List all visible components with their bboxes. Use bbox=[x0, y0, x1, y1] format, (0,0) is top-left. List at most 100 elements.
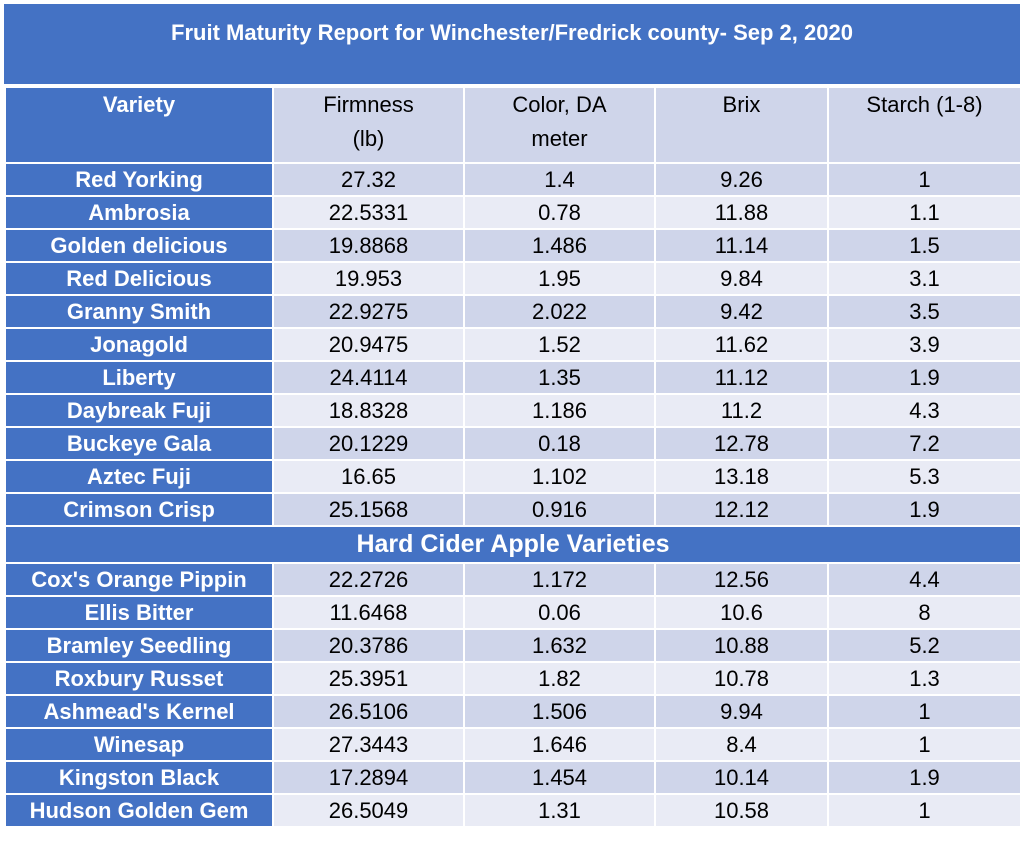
brix-value: 11.12 bbox=[654, 360, 829, 395]
starch-value: 1 bbox=[827, 793, 1022, 828]
variety-name: Kingston Black bbox=[4, 760, 274, 795]
starch-value: 5.3 bbox=[827, 459, 1022, 494]
table-row: Roxbury Russet 25.3951 1.82 10.78 1.3 bbox=[4, 661, 1022, 696]
starch-value: 4.4 bbox=[827, 562, 1022, 597]
firmness-value: 25.1568 bbox=[272, 492, 465, 527]
brix-value: 9.94 bbox=[654, 694, 829, 729]
section-row: Hard Cider Apple Varieties bbox=[4, 525, 1022, 564]
color-value: 1.35 bbox=[463, 360, 656, 395]
table-row: Red Yorking 27.32 1.4 9.26 1 bbox=[4, 162, 1022, 197]
variety-name: Crimson Crisp bbox=[4, 492, 274, 527]
color-value: 0.78 bbox=[463, 195, 656, 230]
brix-value: 12.12 bbox=[654, 492, 829, 527]
cider-section-title: Hard Cider Apple Varieties bbox=[4, 525, 1022, 564]
brix-value: 12.56 bbox=[654, 562, 829, 597]
brix-value: 10.78 bbox=[654, 661, 829, 696]
brix-value: 9.42 bbox=[654, 294, 829, 329]
variety-name: Aztec Fuji bbox=[4, 459, 274, 494]
header-brix: Brix bbox=[654, 86, 829, 164]
table-row: Jonagold 20.9475 1.52 11.62 3.9 bbox=[4, 327, 1022, 362]
starch-value: 1 bbox=[827, 727, 1022, 762]
firmness-value: 22.9275 bbox=[272, 294, 465, 329]
brix-value: 10.14 bbox=[654, 760, 829, 795]
table-row: Aztec Fuji 16.65 1.102 13.18 5.3 bbox=[4, 459, 1022, 494]
variety-name: Cox's Orange Pippin bbox=[4, 562, 274, 597]
starch-value: 3.1 bbox=[827, 261, 1022, 296]
firmness-value: 17.2894 bbox=[272, 760, 465, 795]
firmness-value: 20.9475 bbox=[272, 327, 465, 362]
firmness-value: 11.6468 bbox=[272, 595, 465, 630]
firmness-value: 26.5049 bbox=[272, 793, 465, 828]
color-value: 0.916 bbox=[463, 492, 656, 527]
brix-value: 11.88 bbox=[654, 195, 829, 230]
starch-value: 8 bbox=[827, 595, 1022, 630]
color-value: 1.632 bbox=[463, 628, 656, 663]
color-value: 1.82 bbox=[463, 661, 656, 696]
header-firmness: Firmness (lb) bbox=[272, 86, 465, 164]
variety-name: Ellis Bitter bbox=[4, 595, 274, 630]
firmness-value: 16.65 bbox=[272, 459, 465, 494]
color-value: 1.52 bbox=[463, 327, 656, 362]
color-value: 1.186 bbox=[463, 393, 656, 428]
variety-name: Buckeye Gala bbox=[4, 426, 274, 461]
variety-name: Winesap bbox=[4, 727, 274, 762]
table-row: Bramley Seedling 20.3786 1.632 10.88 5.2 bbox=[4, 628, 1022, 663]
variety-name: Red Yorking bbox=[4, 162, 274, 197]
color-value: 1.646 bbox=[463, 727, 656, 762]
variety-name: Hudson Golden Gem bbox=[4, 793, 274, 828]
brix-value: 10.88 bbox=[654, 628, 829, 663]
firmness-value: 19.953 bbox=[272, 261, 465, 296]
color-value: 1.506 bbox=[463, 694, 656, 729]
report-title: Fruit Maturity Report for Winchester/Fre… bbox=[4, 4, 1020, 84]
brix-value: 13.18 bbox=[654, 459, 829, 494]
table-row: Winesap 27.3443 1.646 8.4 1 bbox=[4, 727, 1022, 762]
firmness-value: 26.5106 bbox=[272, 694, 465, 729]
brix-value: 9.26 bbox=[654, 162, 829, 197]
variety-name: Roxbury Russet bbox=[4, 661, 274, 696]
table-row: Granny Smith 22.9275 2.022 9.42 3.5 bbox=[4, 294, 1022, 329]
brix-value: 11.62 bbox=[654, 327, 829, 362]
variety-name: Bramley Seedling bbox=[4, 628, 274, 663]
variety-name: Jonagold bbox=[4, 327, 274, 362]
color-value: 1.172 bbox=[463, 562, 656, 597]
firmness-value: 22.2726 bbox=[272, 562, 465, 597]
variety-name: Daybreak Fuji bbox=[4, 393, 274, 428]
table-row: Ellis Bitter 11.6468 0.06 10.6 8 bbox=[4, 595, 1022, 630]
color-value: 1.486 bbox=[463, 228, 656, 263]
brix-value: 11.2 bbox=[654, 393, 829, 428]
firmness-value: 18.8328 bbox=[272, 393, 465, 428]
color-value: 1.454 bbox=[463, 760, 656, 795]
color-value: 1.4 bbox=[463, 162, 656, 197]
table-row: Daybreak Fuji 18.8328 1.186 11.2 4.3 bbox=[4, 393, 1022, 428]
starch-value: 1.5 bbox=[827, 228, 1022, 263]
brix-value: 12.78 bbox=[654, 426, 829, 461]
starch-value: 3.5 bbox=[827, 294, 1022, 329]
table-row: Red Delicious 19.953 1.95 9.84 3.1 bbox=[4, 261, 1022, 296]
header-row: Variety Firmness (lb) Color, DA meter Brix… bbox=[4, 86, 1022, 164]
table-row: Kingston Black 17.2894 1.454 10.14 1.9 bbox=[4, 760, 1022, 795]
starch-value: 1.1 bbox=[827, 195, 1022, 230]
firmness-value: 25.3951 bbox=[272, 661, 465, 696]
firmness-value: 27.32 bbox=[272, 162, 465, 197]
firmness-value: 27.3443 bbox=[272, 727, 465, 762]
table-row: Crimson Crisp 25.1568 0.916 12.12 1.9 bbox=[4, 492, 1022, 527]
variety-name: Liberty bbox=[4, 360, 274, 395]
color-value: 1.95 bbox=[463, 261, 656, 296]
firmness-value: 19.8868 bbox=[272, 228, 465, 263]
header-starch: Starch (1-8) bbox=[827, 86, 1022, 164]
starch-value: 1.9 bbox=[827, 360, 1022, 395]
firmness-value: 20.3786 bbox=[272, 628, 465, 663]
brix-value: 8.4 bbox=[654, 727, 829, 762]
table-row: Cox's Orange Pippin 22.2726 1.172 12.56 4.4 bbox=[4, 562, 1022, 597]
color-value: 1.31 bbox=[463, 793, 656, 828]
variety-name: Ashmead's Kernel bbox=[4, 694, 274, 729]
header-variety: Variety bbox=[4, 86, 274, 164]
starch-value: 1.9 bbox=[827, 760, 1022, 795]
brix-value: 11.14 bbox=[654, 228, 829, 263]
table-row: Liberty 24.4114 1.35 11.12 1.9 bbox=[4, 360, 1022, 395]
header-color: Color, DA meter bbox=[463, 86, 656, 164]
variety-name: Ambrosia bbox=[4, 195, 274, 230]
color-value: 0.06 bbox=[463, 595, 656, 630]
variety-name: Golden delicious bbox=[4, 228, 274, 263]
